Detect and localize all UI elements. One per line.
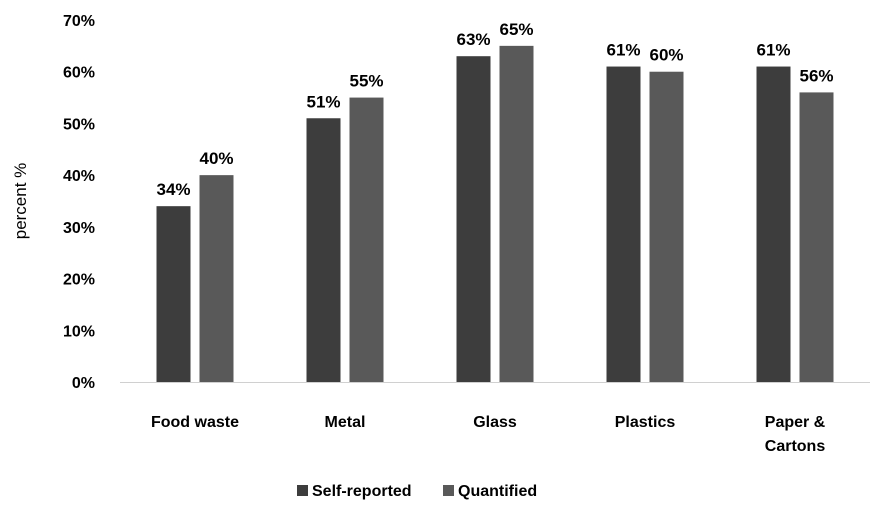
- legend: Self-reported Quantified: [297, 483, 537, 500]
- legend-swatch: [443, 485, 454, 496]
- y-tick-label: 20%: [63, 272, 95, 289]
- data-label: 51%: [306, 92, 340, 111]
- data-labels: 34% 40% 51% 55% 63% 65% 61% 60% 61% 56%: [156, 20, 833, 199]
- y-tick-label: 60%: [63, 65, 95, 82]
- x-tick-label: Food waste: [151, 414, 239, 431]
- x-tick-label: Metal: [325, 414, 366, 431]
- y-tick-label: 70%: [63, 13, 95, 30]
- bars: [156, 45, 834, 383]
- bar-self-reported: [156, 206, 191, 382]
- data-label: 65%: [499, 20, 533, 39]
- bar-self-reported: [456, 56, 491, 382]
- data-label: 40%: [199, 149, 233, 168]
- x-axis-labels: Food waste Metal Glass Plastics Paper & Carto…: [151, 414, 826, 455]
- data-label: 61%: [756, 41, 790, 60]
- legend-label: Self-reported: [312, 483, 412, 500]
- data-label: 55%: [349, 72, 383, 91]
- data-label: 56%: [799, 66, 833, 85]
- data-label: 34%: [156, 180, 190, 199]
- y-axis-title: percent %: [11, 163, 30, 240]
- data-label: 60%: [649, 46, 683, 65]
- y-axis: 0% 10% 20% 30% 40% 50% 60% 70%: [63, 13, 95, 392]
- bar-quantified: [199, 175, 234, 382]
- data-label: 61%: [606, 41, 640, 60]
- x-tick-label: Paper & Cartons: [765, 414, 826, 455]
- bar-quantified: [649, 71, 684, 382]
- legend-label: Quantified: [458, 483, 537, 500]
- bar-quantified: [799, 92, 834, 383]
- y-tick-label: 30%: [63, 220, 95, 237]
- bar-quantified: [499, 45, 534, 382]
- y-tick-label: 0%: [72, 375, 95, 392]
- bar-self-reported: [756, 66, 791, 383]
- y-tick-label: 10%: [63, 323, 95, 340]
- bar-self-reported: [306, 118, 341, 382]
- y-tick-label: 50%: [63, 116, 95, 133]
- y-tick-label: 40%: [63, 168, 95, 185]
- legend-swatch: [297, 485, 308, 496]
- bar-self-reported: [606, 66, 641, 383]
- bar-quantified: [349, 97, 384, 383]
- x-tick-label: Glass: [473, 414, 517, 431]
- data-label: 63%: [456, 30, 490, 49]
- x-tick-label: Plastics: [615, 414, 676, 431]
